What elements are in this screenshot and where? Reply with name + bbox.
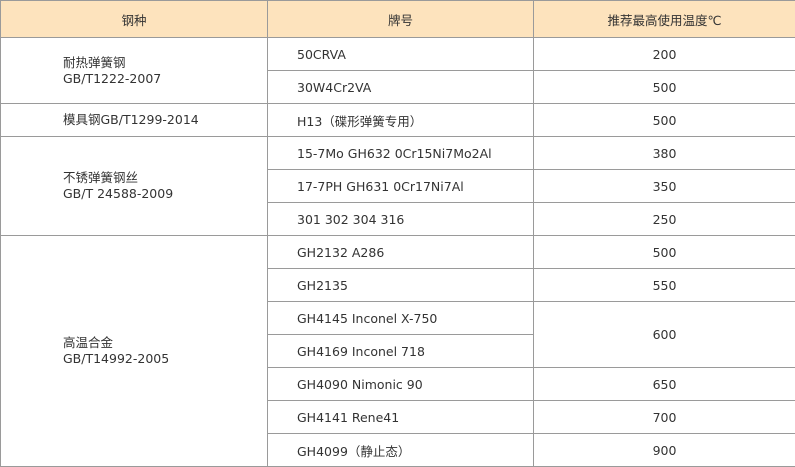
grade-cell: GH2135 — [268, 269, 534, 302]
header-row: 钢种 牌号 推荐最高使用温度℃ — [1, 1, 795, 38]
temp-cell: 350 — [534, 170, 795, 203]
temp-cell: 500 — [534, 236, 795, 269]
steel-type-line: 模具钢GB/T1299-2014 — [63, 112, 267, 128]
steel-type-line: GB/T 24588-2009 — [63, 186, 267, 202]
steel-type-line: 高温合金 — [63, 335, 267, 351]
steel-type-line: 耐热弹簧钢 — [63, 55, 267, 71]
grade-cell: 301 302 304 316 — [268, 203, 534, 236]
temp-cell: 550 — [534, 269, 795, 302]
grade-cell: GH4141 Rene41 — [268, 401, 534, 434]
grade-cell: GH4169 Inconel 718 — [268, 335, 534, 368]
temp-cell: 500 — [534, 104, 795, 137]
grade-cell: 15-7Mo GH632 0Cr15Ni7Mo2Al — [268, 137, 534, 170]
grade-cell: 30W4Cr2VA — [268, 71, 534, 104]
steel-type-line: 不锈弹簧钢丝 — [63, 170, 267, 186]
header-type: 钢种 — [1, 1, 268, 38]
grade-cell: H13（碟形弹簧专用） — [268, 104, 534, 137]
temp-cell: 900 — [534, 434, 795, 467]
header-temp: 推荐最高使用温度℃ — [534, 1, 795, 38]
temp-cell: 250 — [534, 203, 795, 236]
temp-cell: 200 — [534, 38, 795, 71]
steel-type-line: GB/T14992-2005 — [63, 351, 267, 367]
grade-cell: GH4145 Inconel X-750 — [268, 302, 534, 335]
header-grade: 牌号 — [268, 1, 534, 38]
steel-type-line: GB/T1222-2007 — [63, 71, 267, 87]
steel-type-cell: 模具钢GB/T1299-2014 — [1, 104, 268, 137]
temp-cell: 380 — [534, 137, 795, 170]
temp-cell: 700 — [534, 401, 795, 434]
grade-cell: 50CRVA — [268, 38, 534, 71]
grade-cell: 17-7PH GH631 0Cr17Ni7Al — [268, 170, 534, 203]
temp-cell: 650 — [534, 368, 795, 401]
grade-cell: GH4090 Nimonic 90 — [268, 368, 534, 401]
grade-cell: GH4099（静止态） — [268, 434, 534, 467]
temp-cell: 500 — [534, 71, 795, 104]
grade-cell: GH2132 A286 — [268, 236, 534, 269]
temp-cell: 600 — [534, 302, 795, 368]
